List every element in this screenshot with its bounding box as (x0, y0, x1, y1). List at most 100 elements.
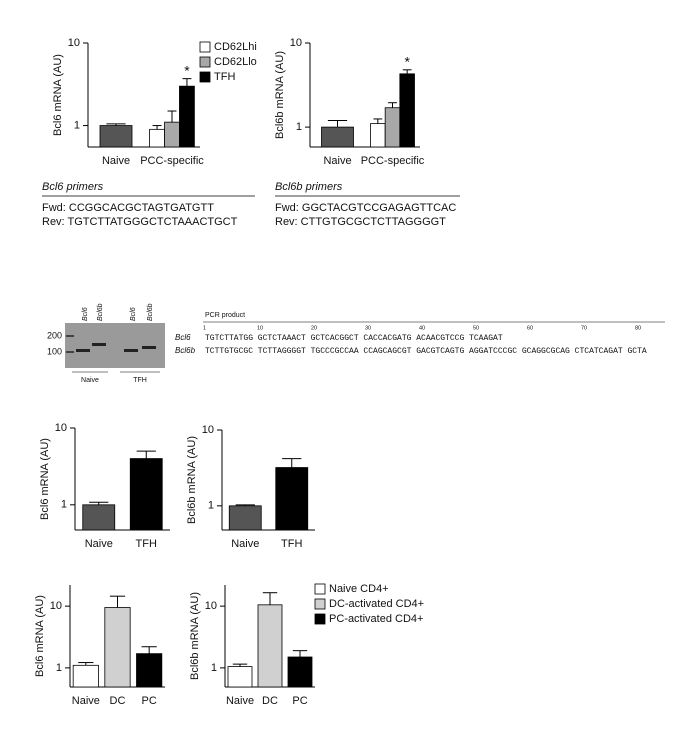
gel-band (66, 351, 74, 353)
y-tick-label: 10 (68, 37, 80, 49)
y-tick-label: 1 (61, 499, 67, 511)
ruler-label: 50 (473, 325, 479, 331)
y-tick-label: 1 (208, 500, 214, 512)
annotation: * (184, 62, 190, 78)
group-label: TFH (133, 377, 147, 384)
legend-swatch (199, 71, 211, 83)
bar (370, 123, 386, 148)
gel-image (65, 323, 165, 368)
x-tick-label: Naive (231, 538, 259, 550)
y-tick-label: 1 (211, 662, 217, 674)
y-axis-label: Bcl6 mRNA (AU) (52, 54, 64, 136)
x-tick-label: Naive (72, 695, 100, 707)
bar (257, 604, 283, 688)
y-tick-label: 10 (50, 600, 62, 612)
gel-band (142, 346, 156, 349)
legend-swatch (314, 583, 326, 595)
bar (287, 656, 313, 688)
legend-label: CD62Lhi (214, 41, 257, 53)
lane-label: Bcl6 (82, 307, 89, 321)
legend-swatch (199, 56, 211, 68)
gel-band (66, 335, 74, 337)
x-tick-label: TFH (281, 538, 302, 550)
x-tick-label: Naive (226, 695, 254, 707)
y-tick-label: 10 (205, 600, 217, 612)
annotation: * (404, 54, 410, 70)
ruler: 1102030405060708090 (203, 325, 641, 331)
bar (227, 666, 253, 688)
y-axis-label: Bcl6 mRNA (AU) (34, 595, 46, 677)
legend-swatch (314, 613, 326, 625)
y-axis-label: Bcl6b mRNA (AU) (186, 436, 198, 524)
y-tick-label: 1 (56, 662, 62, 674)
primer-rev: Rev: CTTGTGCGCTCTTAGGGGT (275, 216, 446, 228)
pcr-title: PCR product (205, 312, 245, 319)
primer-title: Bcl6b primers (275, 181, 343, 193)
bar (136, 653, 163, 688)
legend-swatch (314, 598, 326, 610)
y-tick-label: 10 (55, 422, 67, 434)
x-tick-label: PCC-specific (140, 155, 204, 167)
gel-band (124, 349, 138, 352)
bar (129, 458, 163, 531)
y-axis-label: Bcl6b mRNA (AU) (274, 51, 286, 139)
y-tick-label: 1 (74, 119, 80, 131)
primer-rev: Rev: TGTCTTATGGGCTCTAAACTGCT (42, 216, 238, 228)
gel-band (76, 349, 90, 352)
x-tick-label: Naive (323, 155, 351, 167)
legend-label: PC-activated CD4+ (329, 613, 423, 625)
bar (149, 128, 165, 148)
primer-title: Bcl6 primers (42, 181, 104, 193)
sequence: TCTTGTGCGC TCTTAGGGGT TGCCCGCCAA CCAGCAG… (205, 347, 647, 356)
seq-name: Bcl6 (175, 333, 191, 342)
x-tick-label: DC (110, 695, 126, 707)
gel-band (92, 343, 106, 346)
bar (384, 107, 401, 148)
y-tick-label: 1 (296, 121, 302, 133)
seq-name: Bcl6b (175, 346, 196, 355)
x-tick-label: PCC-specific (361, 155, 425, 167)
x-tick-label: TFH (136, 538, 157, 550)
primer-fwd: Fwd: GGCTACGTCCGAGAGTTCAC (275, 202, 456, 214)
primer-fwd: Fwd: CCGGCACGCTAGTGATGTT (42, 202, 214, 214)
bar (321, 126, 354, 148)
lane-label: Bcl6 (130, 307, 137, 321)
y-axis-label: Bcl6 mRNA (AU) (39, 438, 51, 520)
ruler-label: 30 (365, 325, 371, 331)
x-tick-label: PC (142, 695, 157, 707)
ruler-label: 80 (635, 325, 641, 331)
bar (179, 85, 195, 148)
lane-label: Bcl6b (147, 303, 154, 321)
legend-label: CD62Llo (214, 56, 257, 68)
sequence: TGTCTTATGG GCTCTAAACT GCTCACGGCT CACCACG… (205, 334, 503, 343)
lane-label: Bcl6b (97, 303, 104, 321)
x-tick-label: DC (262, 695, 278, 707)
ruler-label: 70 (581, 325, 587, 331)
ladder-label: 100 (47, 346, 62, 356)
x-tick-label: PC (292, 695, 307, 707)
y-tick-label: 10 (202, 424, 214, 436)
bar (275, 467, 309, 531)
bar (399, 73, 415, 148)
ruler-label: 1 (203, 325, 206, 331)
bar (104, 607, 131, 688)
x-tick-label: Naive (85, 538, 113, 550)
legend-label: DC-activated CD4+ (329, 598, 424, 610)
group-label: Naive (81, 377, 99, 384)
bar (228, 505, 262, 531)
y-axis-label: Bcl6b mRNA (AU) (189, 592, 201, 680)
bar (99, 125, 133, 148)
legend-label: Naive CD4+ (329, 583, 389, 595)
legend-label: TFH (214, 71, 235, 83)
legend-swatch (199, 41, 211, 53)
ruler-label: 20 (311, 325, 317, 331)
bar (82, 504, 116, 531)
ladder-label: 200 (47, 330, 62, 340)
ruler-label: 40 (419, 325, 425, 331)
ruler-label: 10 (257, 325, 263, 331)
bar (72, 664, 99, 688)
bar (164, 121, 180, 148)
x-tick-label: Naive (102, 155, 130, 167)
